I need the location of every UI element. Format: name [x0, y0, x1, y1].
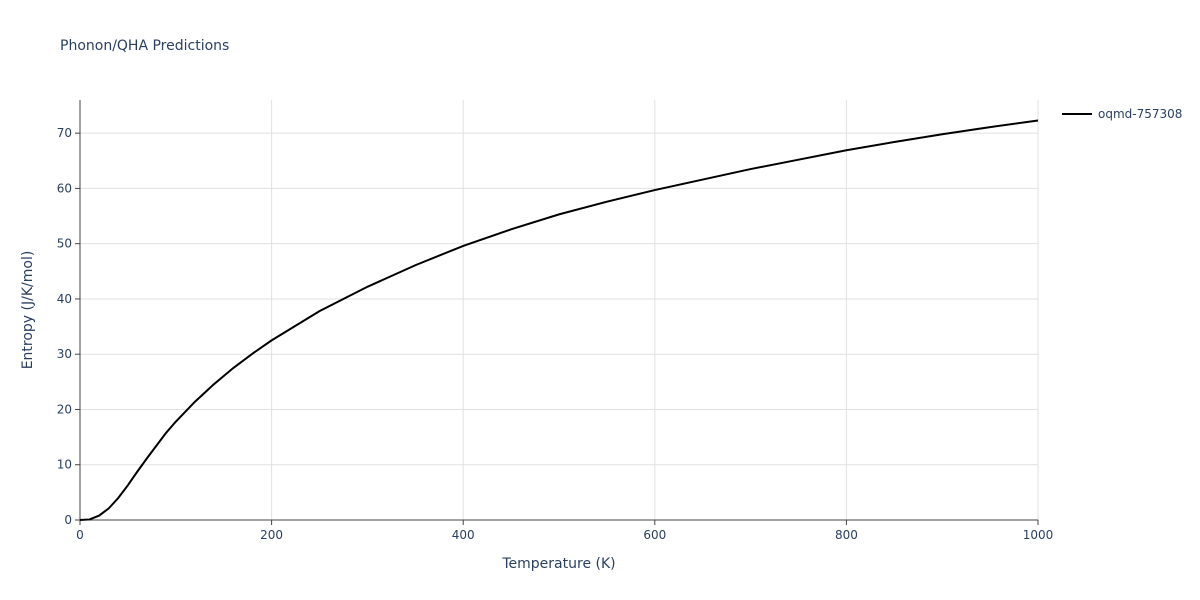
x-tick-label: 400: [452, 528, 475, 542]
x-tick-label: 200: [260, 528, 283, 542]
y-tick-label: 50: [57, 237, 72, 251]
y-tick-label: 60: [57, 181, 72, 195]
legend-label: oqmd-757308: [1098, 107, 1182, 121]
x-tick-label: 0: [76, 528, 84, 542]
y-tick-label: 40: [57, 292, 72, 306]
x-tick-label: 800: [835, 528, 858, 542]
y-axis-title: Entropy (J/K/mol): [20, 251, 36, 370]
y-tick-label: 0: [64, 513, 72, 527]
y-tick-label: 20: [57, 402, 72, 416]
y-tick-label: 10: [57, 458, 72, 472]
chart-title: Phonon/QHA Predictions: [60, 38, 229, 54]
x-tick-label: 1000: [1023, 528, 1054, 542]
y-tick-label: 30: [57, 347, 72, 361]
y-tick-label: 70: [57, 126, 72, 140]
x-axis-title: Temperature (K): [501, 556, 615, 572]
line: [79, 119, 1039, 521]
x-tick-label: 600: [643, 528, 666, 542]
